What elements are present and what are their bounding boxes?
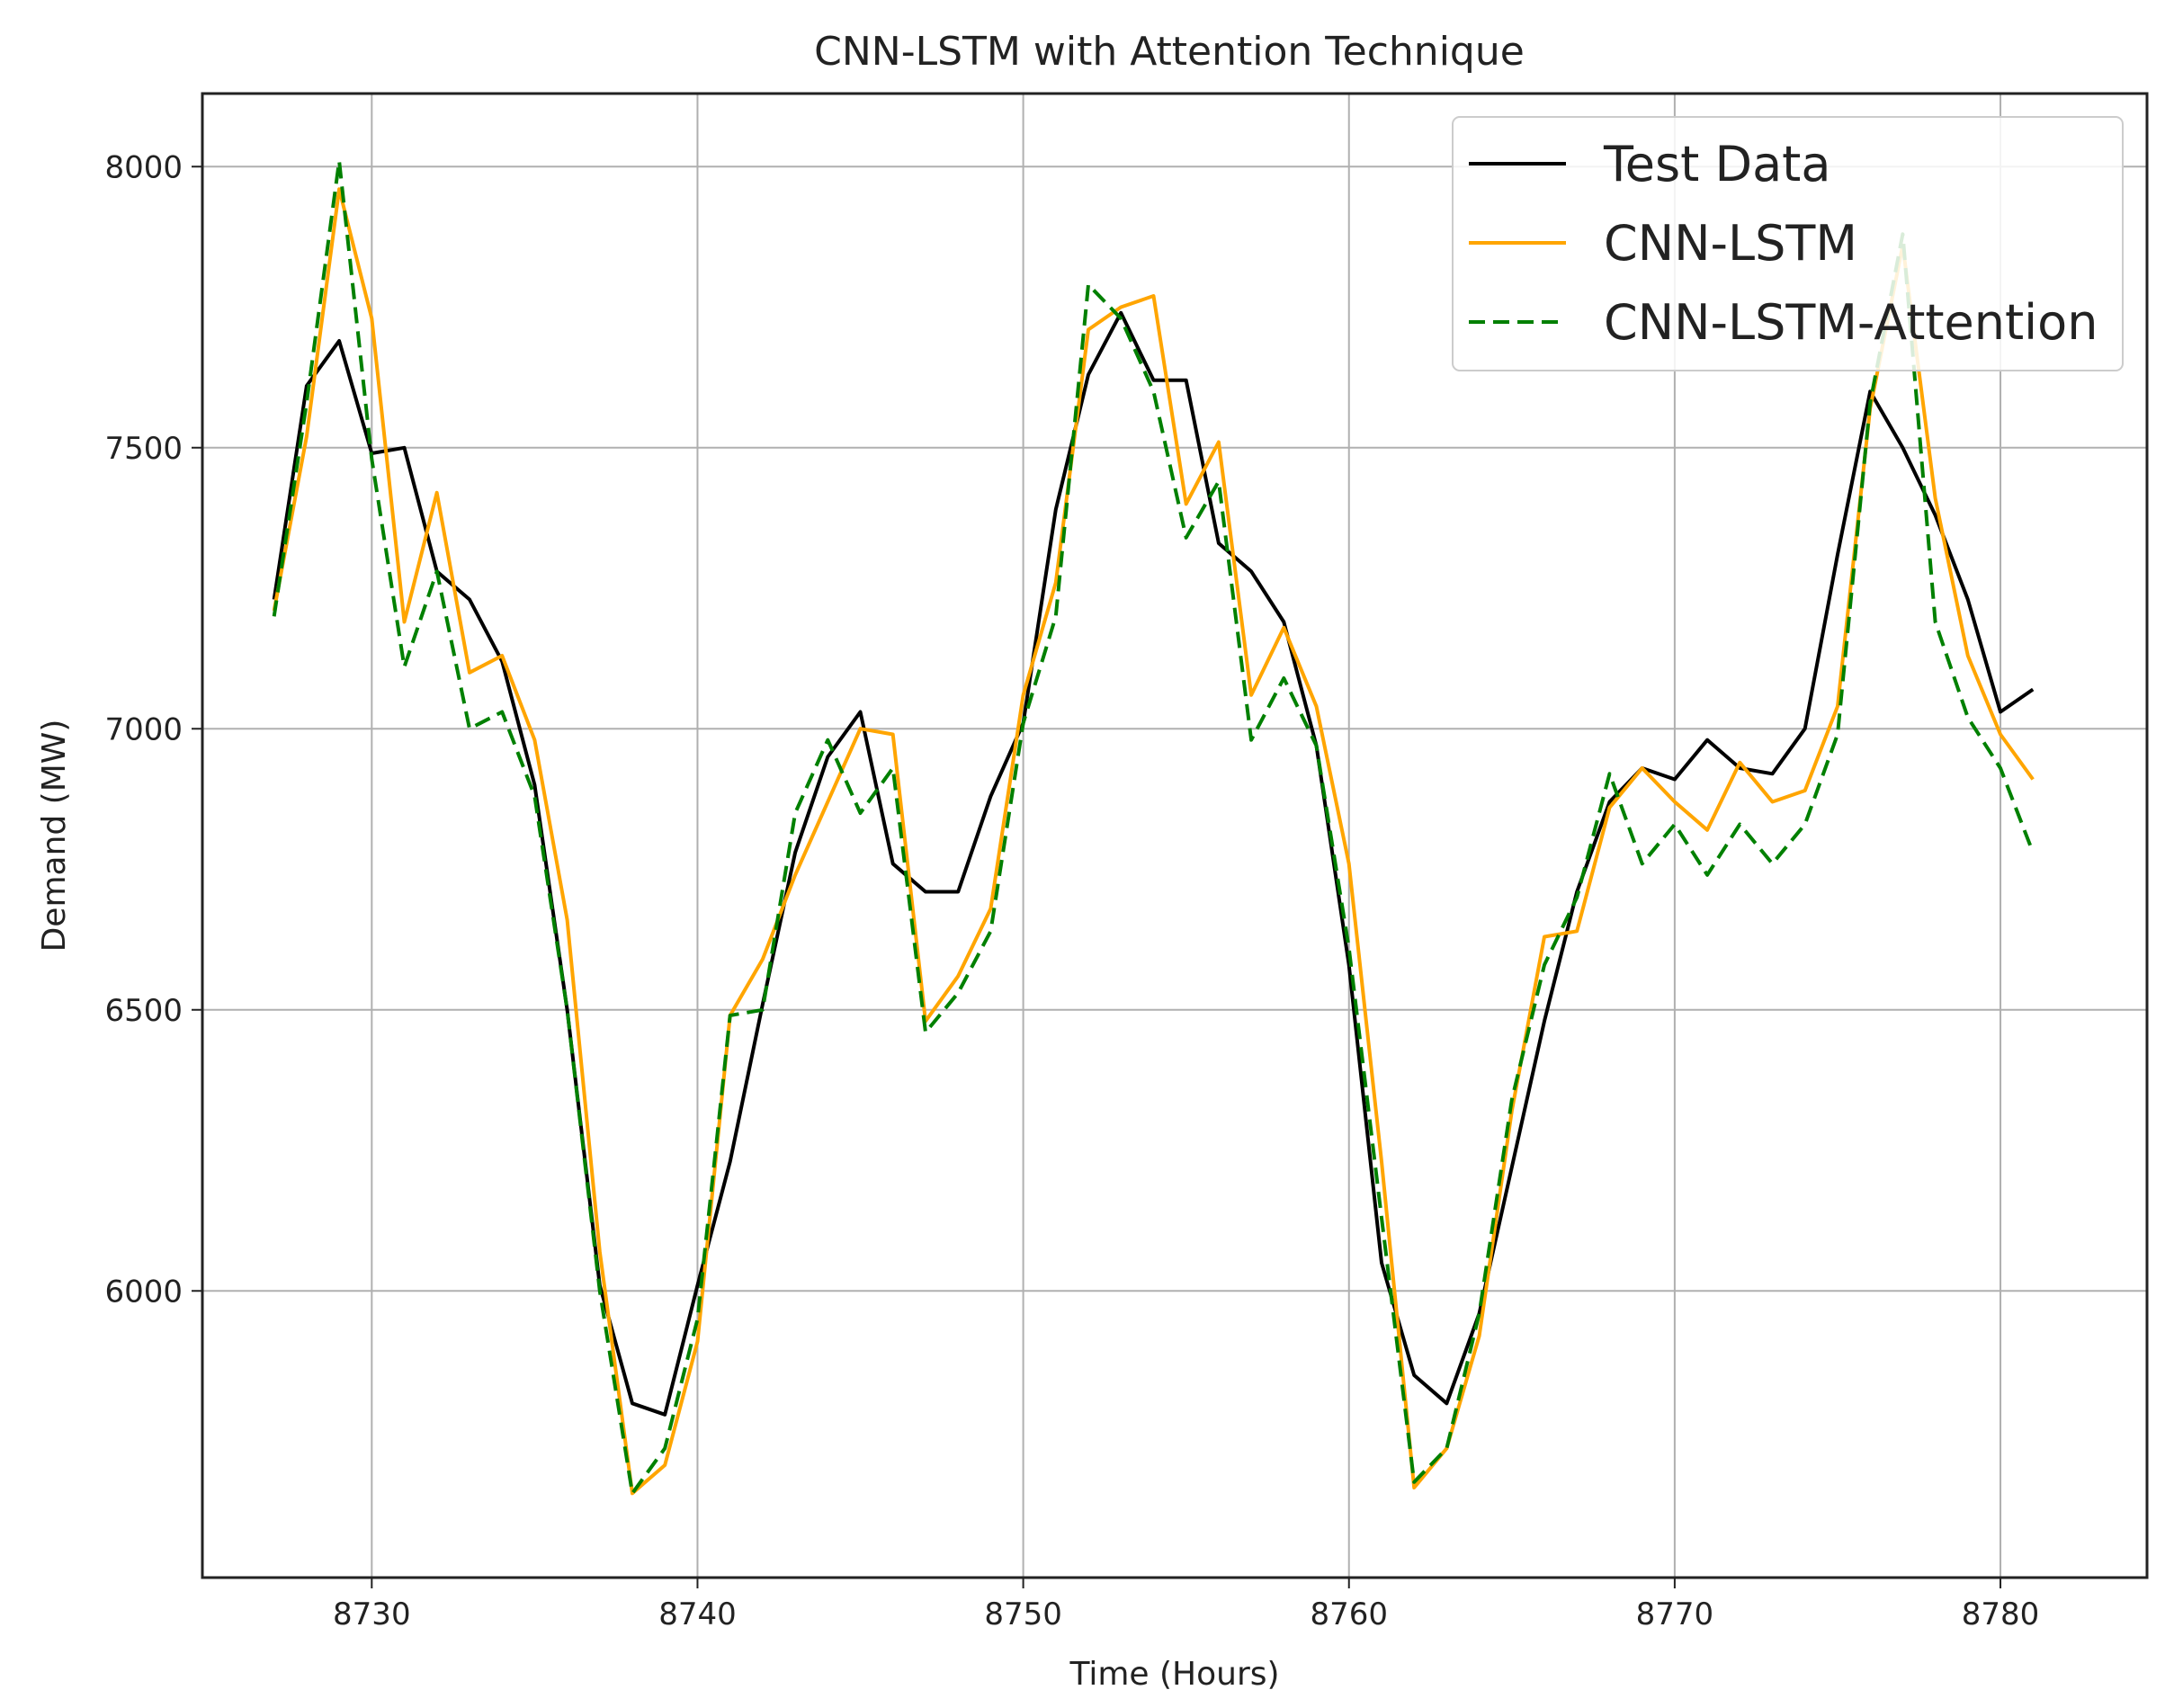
legend-label-cnn-lstm: CNN-LSTM [1604,215,1857,272]
x-tick-label: 8780 [1962,1596,2040,1632]
series-layer [272,159,2035,1496]
legend-label-cnn-lstm-attention: CNN-LSTM-Attention [1604,294,2098,351]
legend-label-test-data: Test Data [1603,136,1830,192]
x-tick-label: 8730 [333,1596,411,1632]
x-tick-label: 8750 [984,1596,1062,1632]
y-tick-label: 8000 [104,149,183,185]
x-tick-label: 8740 [658,1596,737,1632]
tick-layer: 8730 8740 8750 8760 8770 8780 6000 6500 7000 7500… [104,149,2039,1632]
x-tick-label: 8760 [1310,1596,1388,1632]
series-line-cnn-lstm-attention [272,159,2035,1496]
y-tick-label: 6000 [104,1274,183,1310]
x-axis-label: Time (Hours) [1069,1656,1279,1693]
series-line-test-data [272,310,2035,1417]
chart-title: CNN-LSTM with Attention Technique [814,29,1525,75]
y-tick-label: 7500 [104,431,183,467]
series-line-cnn-lstm [272,187,2035,1496]
legend: Test Data CNN-LSTM CNN-LSTM-Attention [1452,116,2124,371]
y-tick-label: 6500 [104,993,183,1029]
x-tick-label: 8770 [1636,1596,1714,1632]
y-axis-label: Demand (MW) [36,720,73,952]
plot-frame [201,92,2149,1579]
y-tick-label: 7000 [104,711,183,747]
legend-box [1452,116,2124,371]
